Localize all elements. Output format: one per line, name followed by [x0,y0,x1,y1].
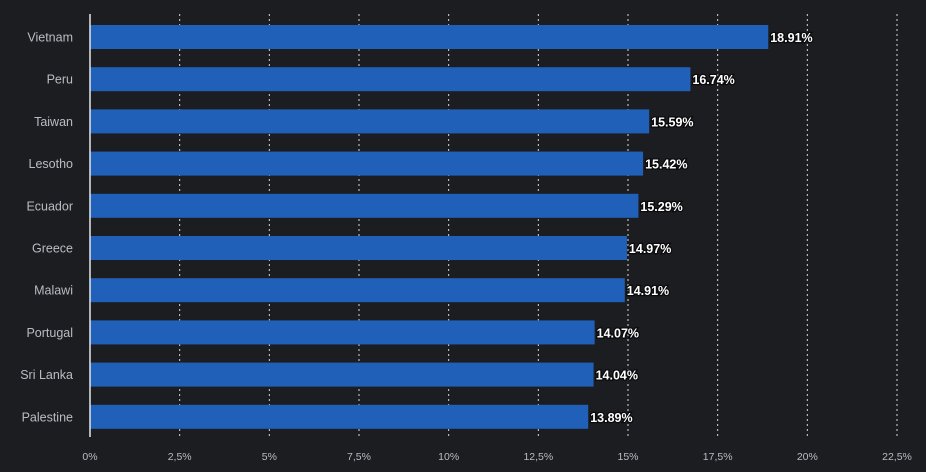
bar [90,320,595,345]
category-label: Taiwan [34,115,73,129]
bar [90,193,639,218]
data-label: 14.91% [627,284,669,298]
x-tick-label: 0% [82,451,97,463]
x-tick-label: 10% [438,451,459,463]
category-label: Portugal [26,326,73,340]
category-label: Vietnam [27,31,73,45]
bar [90,404,589,429]
category-label: Palestine [22,410,73,424]
data-label: 14.07% [597,326,639,340]
category-labels: Vietnam Peru Taiwan Lesotho Ecuador Greece Mal… [20,31,73,425]
x-tick-label: 7,5% [347,451,371,463]
data-label: 14.97% [629,242,671,256]
data-label: 15.29% [640,200,682,214]
x-tick-label: 5% [262,451,277,463]
x-tick-label: 2,5% [168,451,192,463]
x-tick-label: 17,5% [703,451,733,463]
x-tick-label: 20% [797,451,818,463]
bar [90,67,691,92]
bar [90,25,769,49]
data-label: 14.04% [596,369,638,383]
data-label: 18.91% [770,31,812,45]
category-label: Peru [47,73,73,87]
bars [90,25,769,429]
bar [90,362,594,387]
bar [90,151,644,176]
x-tick-label: 12,5% [523,451,553,463]
data-label: 15.59% [651,115,693,129]
category-label: Ecuador [26,199,73,213]
category-label: Lesotho [29,157,74,171]
bar [90,109,650,134]
data-label: 15.42% [645,158,687,172]
x-tick-labels: 0% 2,5% 5% 7,5% 10% 12,5% 15% 17,5% 20% 22,5% [82,451,911,463]
x-tick-label: 22,5% [882,451,912,463]
category-label: Malawi [34,284,73,298]
data-label: 13.89% [590,411,632,425]
x-tick-label: 15% [617,451,638,463]
category-label: Sri Lanka [20,368,73,382]
bar [90,236,627,260]
data-label: 16.74% [692,73,734,87]
category-label: Greece [32,242,73,256]
value-labels: 18.91% 16.74% 15.59% 15.42% 15.29% 14.97% 14.9… [589,30,814,426]
bar [90,278,625,303]
